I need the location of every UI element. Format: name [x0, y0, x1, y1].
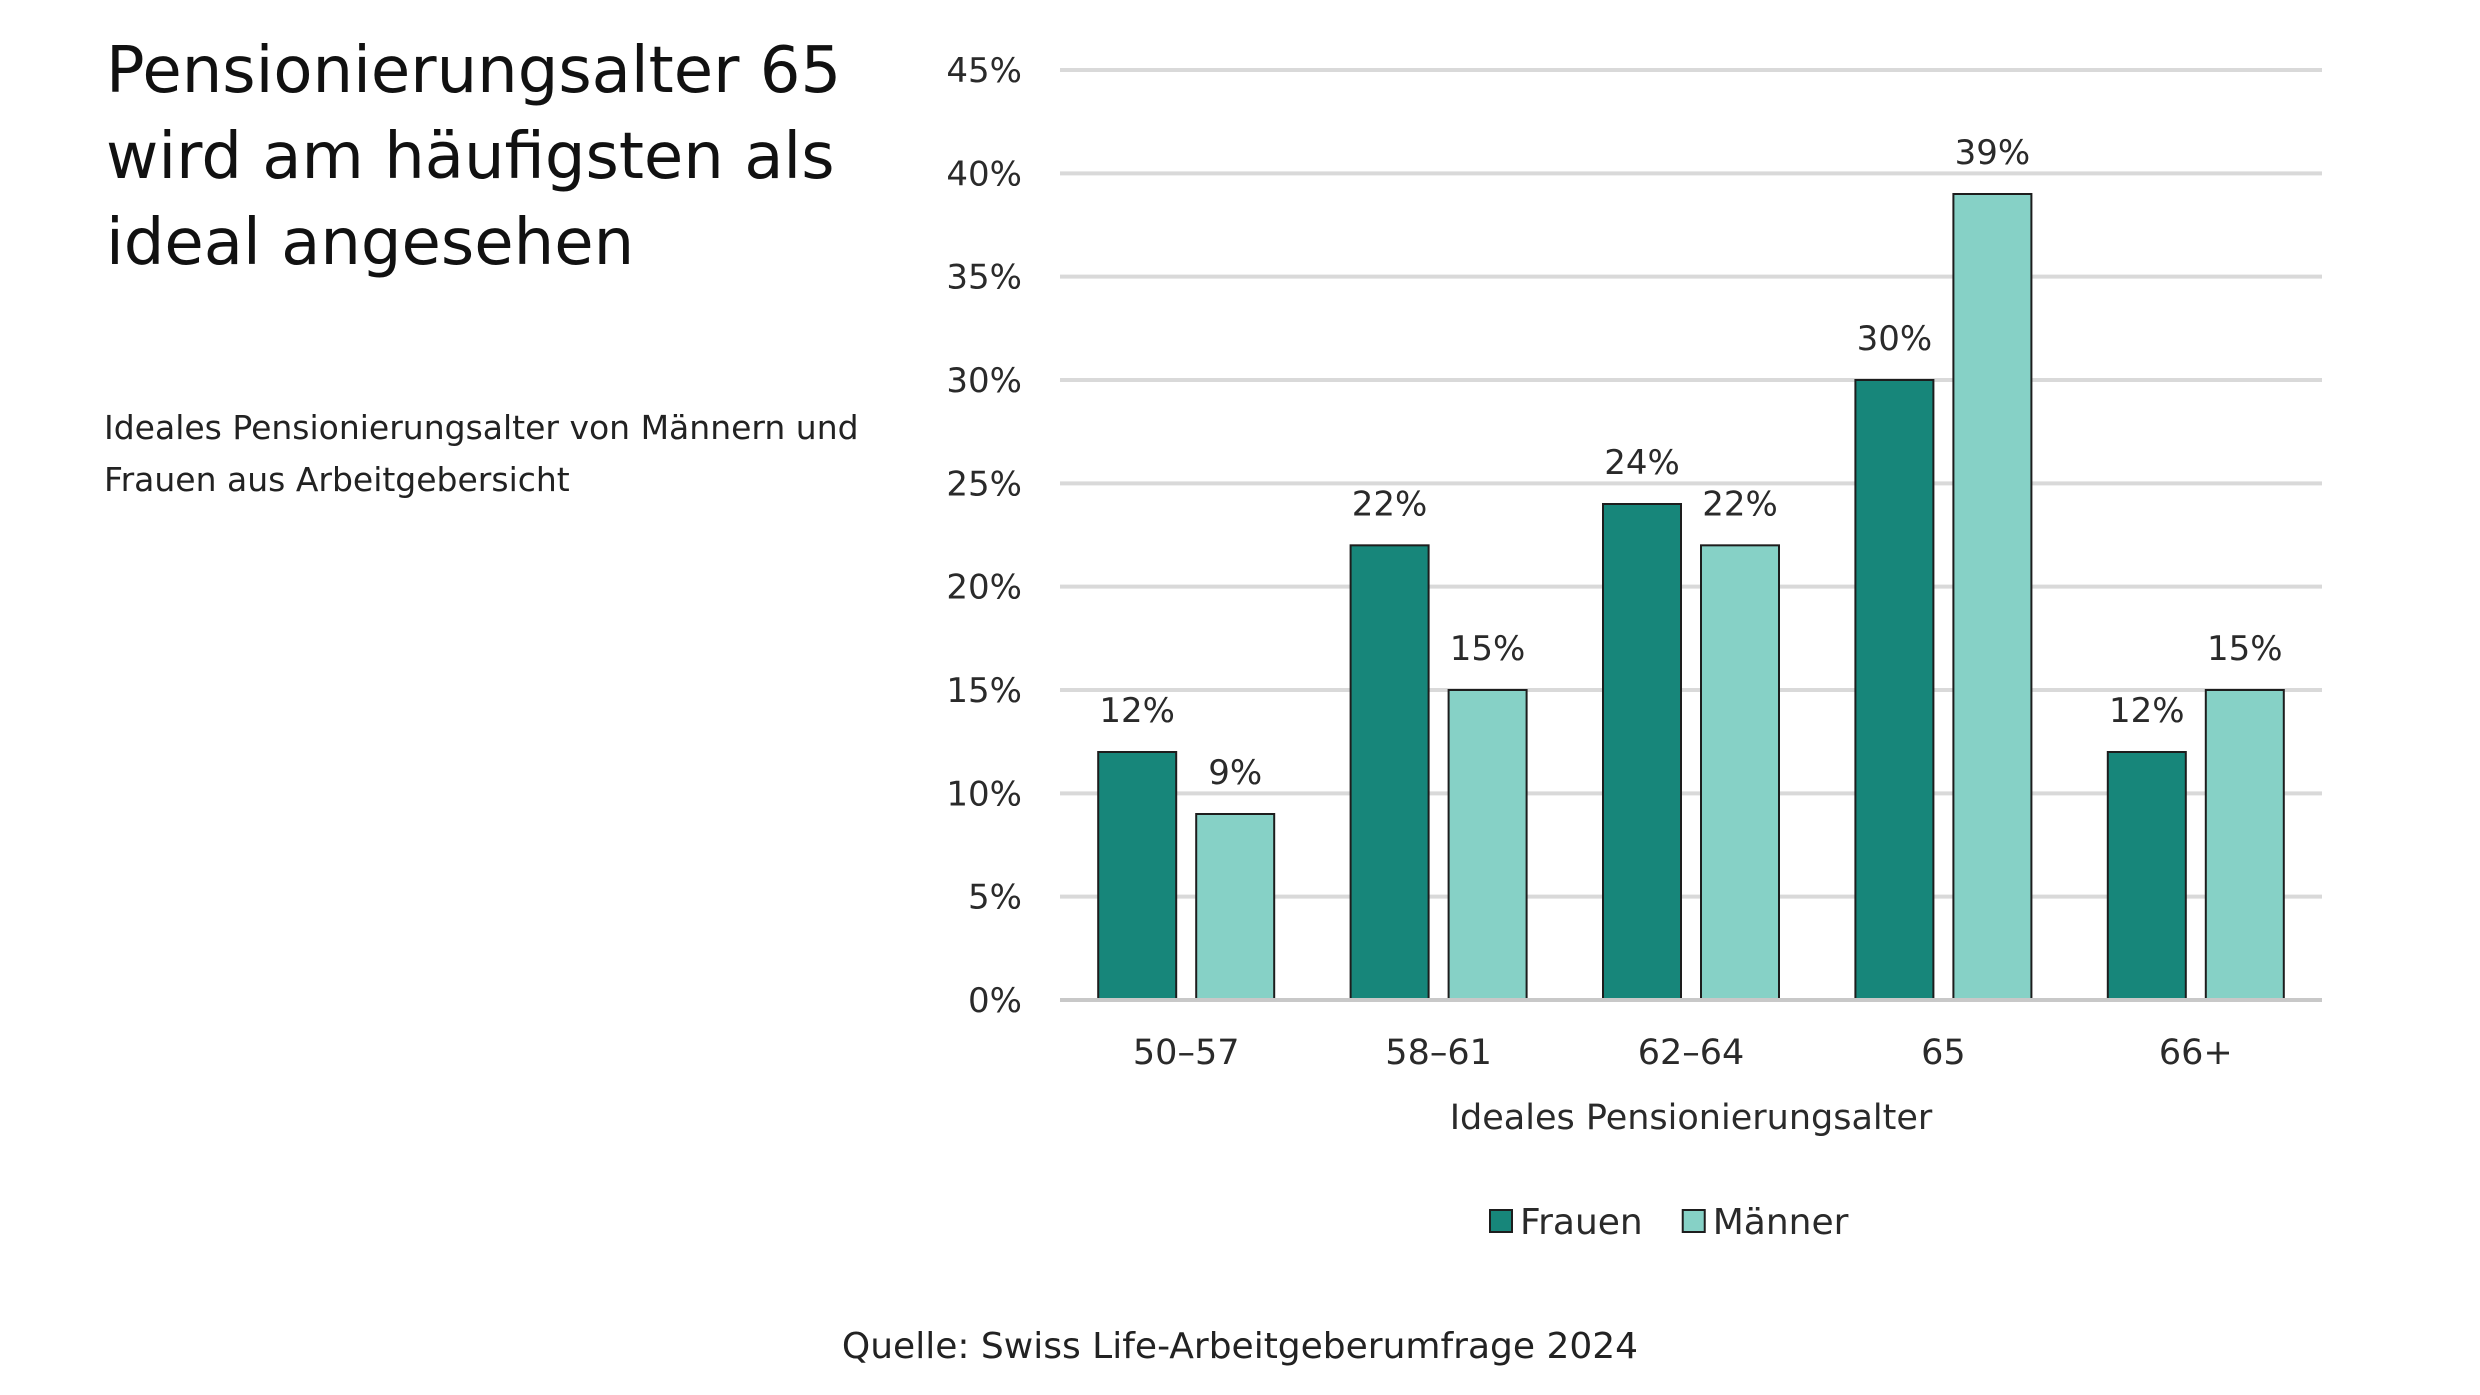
- y-tick-label: 40%: [946, 154, 1022, 194]
- legend-swatch-frauen: [1489, 1209, 1513, 1233]
- y-tick-label: 5%: [968, 878, 1022, 918]
- chart-title-line: wird am häufigsten als: [106, 120, 835, 194]
- y-tick-label: 45%: [946, 51, 1022, 91]
- x-tick-label: 62–64: [1638, 1033, 1745, 1073]
- chart-subtitle: Ideales Pensionierungsalter von Männern …: [104, 402, 1004, 506]
- chart-title-line: Pensionierungsalter 65: [106, 34, 842, 108]
- data-label: 30%: [1857, 319, 1933, 359]
- x-tick-label: 65: [1921, 1033, 1966, 1073]
- data-label: 22%: [1352, 484, 1428, 524]
- source-note: Quelle: Swiss Life-Arbeitgeberumfrage 20…: [841, 1326, 1639, 1367]
- x-axis-title: Ideales Pensionierungsalter: [1450, 1098, 1933, 1138]
- data-label: 22%: [1702, 484, 1778, 524]
- chart-subtitle-line: Ideales Pensionierungsalter von Männern …: [104, 408, 859, 447]
- bar-männer: [1195, 813, 1276, 1001]
- legend-label-männer: Männer: [1713, 1202, 1849, 1243]
- y-tick-label: 10%: [946, 774, 1022, 814]
- y-tick-label: 25%: [946, 464, 1022, 504]
- legend-label-frauen: Frauen: [1520, 1202, 1643, 1243]
- bar-frauen: [1097, 751, 1178, 1001]
- data-label: 9%: [1208, 753, 1262, 793]
- chart-title: Pensionierungsalter 65 wird am häufigste…: [106, 28, 926, 286]
- x-tick-label: 50–57: [1133, 1033, 1240, 1073]
- y-tick-label: 30%: [946, 361, 1022, 401]
- bar-frauen: [1349, 544, 1430, 1001]
- bar-männer: [1700, 544, 1780, 1001]
- bar-männer: [1447, 689, 1528, 1001]
- bar-männer: [1952, 193, 2033, 1001]
- data-label: 15%: [1450, 629, 1526, 669]
- data-label: 39%: [1955, 133, 2031, 173]
- x-tick-label: 66+: [2159, 1033, 2233, 1073]
- chart-title-line: ideal angesehen: [106, 206, 635, 280]
- y-tick-label: 35%: [946, 258, 1022, 298]
- x-tick-label: 58–61: [1385, 1033, 1492, 1073]
- data-label: 12%: [1099, 691, 1175, 731]
- legend-swatch-männer: [1681, 1209, 1706, 1233]
- y-tick-label: 15%: [946, 671, 1022, 711]
- data-label: 15%: [2207, 629, 2283, 669]
- data-label: 12%: [2109, 691, 2185, 731]
- bar-männer: [2204, 689, 2285, 1001]
- bar-frauen: [2106, 751, 2187, 1001]
- data-label: 24%: [1604, 443, 1680, 483]
- bar-frauen: [1602, 503, 1682, 1001]
- y-tick-label: 0%: [968, 981, 1022, 1021]
- y-tick-label: 20%: [946, 568, 1022, 608]
- bar-frauen: [1854, 379, 1935, 1001]
- chart-subtitle-line: Frauen aus Arbeitgebersicht: [104, 460, 570, 499]
